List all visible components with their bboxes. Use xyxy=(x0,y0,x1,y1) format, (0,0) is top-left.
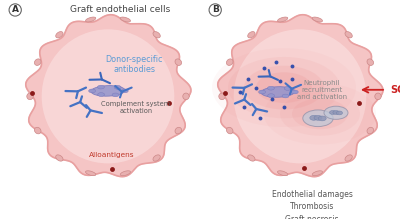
Ellipse shape xyxy=(175,59,182,65)
Ellipse shape xyxy=(345,155,352,161)
Ellipse shape xyxy=(34,127,41,134)
Text: B: B xyxy=(212,5,219,14)
Polygon shape xyxy=(218,15,383,177)
Circle shape xyxy=(303,110,333,127)
Ellipse shape xyxy=(56,155,63,161)
Ellipse shape xyxy=(86,17,96,22)
Ellipse shape xyxy=(120,17,130,22)
Text: SCFA: SCFA xyxy=(390,85,400,95)
Text: Donor-specific
antibodies: Donor-specific antibodies xyxy=(105,55,163,74)
Ellipse shape xyxy=(219,93,225,100)
Ellipse shape xyxy=(175,127,182,134)
Circle shape xyxy=(114,85,121,89)
Circle shape xyxy=(228,57,340,118)
Circle shape xyxy=(89,89,96,93)
Circle shape xyxy=(291,90,298,94)
Ellipse shape xyxy=(120,171,130,176)
Ellipse shape xyxy=(234,29,366,163)
Text: Neutrophil
recruitment
and activation: Neutrophil recruitment and activation xyxy=(297,80,347,100)
Text: Graft endothelial cells: Graft endothelial cells xyxy=(70,5,170,14)
Ellipse shape xyxy=(42,29,174,163)
Circle shape xyxy=(244,66,324,110)
Ellipse shape xyxy=(261,87,295,97)
Ellipse shape xyxy=(312,17,322,22)
Ellipse shape xyxy=(345,32,352,38)
Ellipse shape xyxy=(248,32,255,38)
Ellipse shape xyxy=(278,171,288,176)
Ellipse shape xyxy=(333,111,339,114)
Circle shape xyxy=(212,48,356,127)
Ellipse shape xyxy=(91,86,125,96)
Ellipse shape xyxy=(56,32,63,38)
Ellipse shape xyxy=(226,127,233,134)
Ellipse shape xyxy=(375,93,381,100)
Circle shape xyxy=(98,85,104,89)
Circle shape xyxy=(282,94,289,98)
Ellipse shape xyxy=(367,59,374,65)
Circle shape xyxy=(256,72,312,103)
Circle shape xyxy=(112,93,119,97)
Circle shape xyxy=(324,106,348,119)
Circle shape xyxy=(268,94,274,98)
Circle shape xyxy=(292,99,348,129)
Ellipse shape xyxy=(183,93,189,100)
Circle shape xyxy=(284,87,291,90)
Ellipse shape xyxy=(153,32,160,38)
Circle shape xyxy=(121,89,128,93)
Ellipse shape xyxy=(330,111,336,114)
Ellipse shape xyxy=(248,155,255,161)
Ellipse shape xyxy=(153,155,160,161)
Polygon shape xyxy=(26,15,191,177)
Circle shape xyxy=(98,93,104,97)
Circle shape xyxy=(268,86,274,90)
Circle shape xyxy=(280,92,360,136)
Circle shape xyxy=(259,90,266,94)
Ellipse shape xyxy=(27,93,33,100)
Ellipse shape xyxy=(367,127,374,134)
Ellipse shape xyxy=(312,171,322,176)
Text: A: A xyxy=(12,5,19,14)
Ellipse shape xyxy=(314,115,322,120)
Ellipse shape xyxy=(278,17,288,22)
Text: Complement system
activation: Complement system activation xyxy=(101,101,171,114)
Ellipse shape xyxy=(226,59,233,65)
Ellipse shape xyxy=(310,115,318,120)
Circle shape xyxy=(264,83,376,145)
Ellipse shape xyxy=(34,59,41,65)
Text: Alloantigens: Alloantigens xyxy=(89,152,135,159)
Ellipse shape xyxy=(86,171,96,176)
Ellipse shape xyxy=(318,116,326,121)
Ellipse shape xyxy=(336,111,342,115)
Text: Endothelial damages
Thrombosis
Graft necrosis: Endothelial damages Thrombosis Graft nec… xyxy=(272,190,352,219)
